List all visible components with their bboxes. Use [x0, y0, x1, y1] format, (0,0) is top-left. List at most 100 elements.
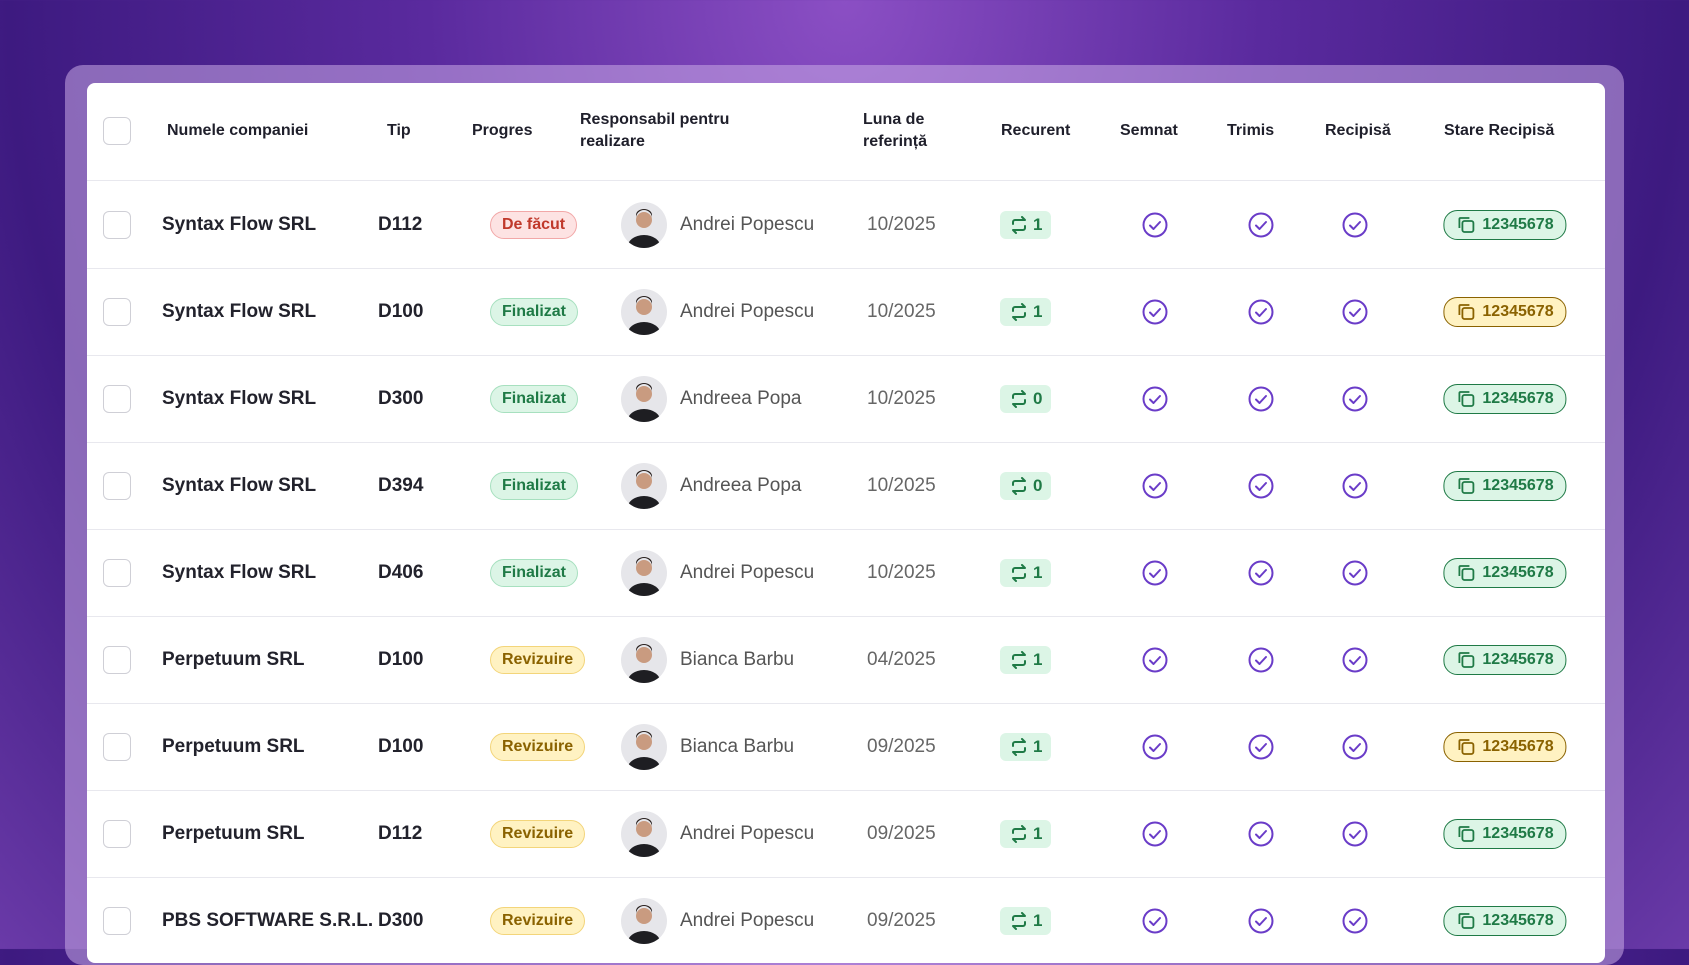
company-name: PBS SOFTWARE S.R.L.: [162, 910, 374, 931]
recurrent-count: 1: [1033, 824, 1043, 843]
company-name: Syntax Flow SRL: [162, 562, 317, 583]
row-checkbox[interactable]: [103, 733, 131, 761]
responsible-name: Andreea Popa: [680, 475, 802, 496]
responsible-name: Andrei Popescu: [680, 910, 815, 931]
progress-badge: De făcut: [490, 211, 578, 239]
row-checkbox[interactable]: [103, 472, 131, 500]
receipt-icon: [1341, 733, 1369, 766]
receipt-status-badge[interactable]: 12345678: [1443, 297, 1567, 327]
responsible-name: Bianca Barbu: [680, 649, 795, 670]
avatar: [621, 376, 667, 422]
column-header: Recipisă: [1325, 122, 1391, 139]
signed-icon: [1141, 385, 1169, 418]
column-header: Numele companiei: [167, 122, 309, 139]
progress-badge: Revizuire: [490, 646, 586, 674]
receipt-icon: [1341, 907, 1369, 940]
company-name: Perpetuum SRL: [162, 823, 305, 844]
progress-badge: Revizuire: [490, 907, 586, 935]
avatar: [621, 811, 667, 857]
receipt-number: 12345678: [1482, 390, 1554, 407]
reference-month: 09/2025: [867, 823, 936, 844]
responsible-name: Andrei Popescu: [680, 301, 815, 322]
recurrent-badge: 0: [1000, 385, 1052, 413]
avatar: [621, 898, 667, 944]
row-checkbox[interactable]: [103, 646, 131, 674]
column-header: Stare Recipisă: [1444, 122, 1555, 139]
progress-badge: Revizuire: [490, 733, 586, 761]
recurrent-badge: 1: [1000, 298, 1052, 326]
declaration-type: D112: [378, 214, 423, 235]
recurrent-badge: 0: [1000, 472, 1052, 500]
receipt-number: 12345678: [1482, 303, 1554, 320]
progress-badge: Finalizat: [490, 559, 579, 587]
reference-month: 10/2025: [867, 214, 936, 235]
column-header: Recurent: [1001, 122, 1071, 139]
declaration-type: D406: [378, 562, 424, 583]
avatar: [621, 463, 667, 509]
recurrent-badge: 1: [1000, 559, 1052, 587]
receipt-icon: [1341, 559, 1369, 592]
progress-badge: Finalizat: [490, 385, 579, 413]
signed-icon: [1141, 733, 1169, 766]
row-checkbox[interactable]: [103, 907, 131, 935]
receipt-icon: [1341, 211, 1369, 244]
column-header: Semnat: [1120, 122, 1178, 139]
receipt-status-badge[interactable]: 12345678: [1443, 471, 1567, 501]
progress-badge: Revizuire: [490, 820, 586, 848]
select-all-checkbox[interactable]: [103, 117, 131, 145]
row-separator: [87, 268, 1605, 269]
company-name: Perpetuum SRL: [162, 649, 305, 670]
receipt-status-badge[interactable]: 12345678: [1443, 819, 1567, 849]
reference-month: 10/2025: [867, 301, 936, 322]
receipt-status-badge[interactable]: 12345678: [1443, 558, 1567, 588]
declaration-type: D100: [378, 649, 424, 670]
row-checkbox[interactable]: [103, 385, 131, 413]
recurrent-badge: 1: [1000, 820, 1052, 848]
company-name: Syntax Flow SRL: [162, 214, 317, 235]
receipt-number: 12345678: [1482, 912, 1554, 929]
signed-icon: [1141, 298, 1169, 331]
signed-icon: [1141, 646, 1169, 679]
sent-icon: [1247, 298, 1275, 331]
receipt-status-badge[interactable]: 12345678: [1443, 210, 1567, 240]
sent-icon: [1247, 472, 1275, 505]
declaration-type: D300: [378, 910, 424, 931]
row-checkbox[interactable]: [103, 211, 131, 239]
reference-month: 04/2025: [867, 649, 936, 670]
declaration-type: D300: [378, 388, 424, 409]
sent-icon: [1247, 385, 1275, 418]
sent-icon: [1247, 559, 1275, 592]
row-separator: [87, 442, 1605, 443]
sent-icon: [1247, 646, 1275, 679]
recurrent-count: 0: [1033, 389, 1043, 408]
responsible-name: Andreea Popa: [680, 388, 802, 409]
row-separator: [87, 355, 1605, 356]
column-header: Progres: [472, 122, 533, 139]
signed-icon: [1141, 559, 1169, 592]
recurrent-badge: 1: [1000, 211, 1052, 239]
signed-icon: [1141, 211, 1169, 244]
sent-icon: [1247, 907, 1275, 940]
row-separator: [87, 703, 1605, 704]
receipt-status-badge[interactable]: 12345678: [1443, 645, 1567, 675]
receipt-status-badge[interactable]: 12345678: [1443, 906, 1567, 936]
row-checkbox[interactable]: [103, 298, 131, 326]
declaration-type: D112: [378, 823, 423, 844]
column-header: Responsabil pentru realizare: [580, 111, 730, 150]
avatar: [621, 202, 667, 248]
recurrent-count: 1: [1033, 563, 1043, 582]
row-checkbox[interactable]: [103, 559, 131, 587]
receipt-status-badge[interactable]: 12345678: [1443, 384, 1567, 414]
recurrent-count: 1: [1033, 215, 1043, 234]
responsible-name: Andrei Popescu: [680, 214, 815, 235]
table-card: Numele companiei Tip Progres Responsabil pe…: [87, 83, 1605, 963]
sent-icon: [1247, 733, 1275, 766]
sent-icon: [1247, 211, 1275, 244]
receipt-status-badge[interactable]: 12345678: [1443, 732, 1567, 762]
signed-icon: [1141, 472, 1169, 505]
receipt-number: 12345678: [1482, 564, 1554, 581]
row-separator: [87, 877, 1605, 878]
row-checkbox[interactable]: [103, 820, 131, 848]
column-header: Luna de referință: [863, 111, 928, 150]
